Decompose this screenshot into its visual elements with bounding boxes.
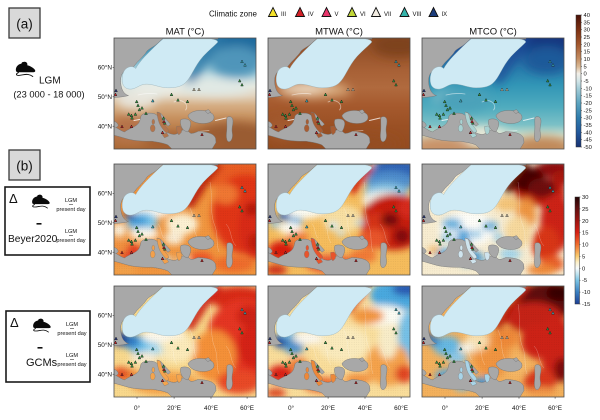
svg-text:MTWA (°C): MTWA (°C) — [315, 27, 363, 38]
svg-text:-25: -25 — [584, 108, 592, 114]
svg-text:0°: 0° — [442, 404, 449, 412]
svg-text:(b): (b) — [16, 159, 33, 174]
svg-text:IX: IX — [442, 12, 448, 18]
svg-text:0: 0 — [584, 72, 587, 78]
svg-text:25: 25 — [582, 207, 588, 213]
svg-text:10: 10 — [582, 243, 588, 249]
svg-text:-15: -15 — [584, 94, 592, 100]
svg-text:30: 30 — [584, 28, 590, 34]
svg-text:-15: -15 — [582, 302, 590, 308]
svg-text:20°E: 20°E — [167, 404, 181, 412]
svg-text:LGM: LGM — [39, 76, 61, 87]
svg-text:MTCO (°C): MTCO (°C) — [469, 27, 517, 38]
svg-text:-30: -30 — [584, 116, 592, 122]
svg-text:60°N: 60°N — [98, 190, 113, 198]
svg-text:Δ: Δ — [9, 191, 18, 206]
svg-text:Beyer2020: Beyer2020 — [8, 234, 58, 245]
svg-text:Δ: Δ — [10, 315, 19, 330]
svg-text:60°E: 60°E — [548, 404, 562, 412]
svg-text:60°N: 60°N — [98, 64, 113, 72]
svg-text:15: 15 — [582, 231, 588, 237]
svg-text:35: 35 — [584, 20, 590, 26]
svg-text:60°N: 60°N — [98, 312, 113, 320]
svg-text:present day: present day — [56, 207, 85, 213]
svg-text:40°E: 40°E — [358, 404, 372, 412]
svg-text:V: V — [335, 12, 339, 18]
svg-text:10: 10 — [584, 57, 590, 63]
svg-text:VIII: VIII — [413, 12, 422, 18]
svg-text:MAT (°C): MAT (°C) — [166, 27, 205, 38]
svg-text:-50: -50 — [584, 145, 592, 151]
svg-text:20: 20 — [584, 42, 590, 48]
svg-text:LGM: LGM — [66, 353, 78, 359]
svg-text:(23 000 - 18 000): (23 000 - 18 000) — [13, 90, 84, 100]
svg-text:0°: 0° — [134, 404, 141, 412]
svg-text:-20: -20 — [584, 101, 592, 107]
svg-text:LGM: LGM — [65, 198, 77, 204]
svg-text:GCMs: GCMs — [26, 357, 58, 369]
svg-text:-45: -45 — [584, 138, 592, 144]
svg-text:20: 20 — [582, 219, 588, 225]
svg-text:60°E: 60°E — [394, 404, 408, 412]
svg-text:VI: VI — [360, 12, 366, 18]
svg-text:Climatic zone: Climatic zone — [209, 10, 258, 19]
svg-text:50°N: 50°N — [98, 93, 113, 101]
svg-text:present day: present day — [57, 331, 86, 337]
svg-text:-40: -40 — [584, 130, 592, 136]
svg-text:VII: VII — [384, 12, 392, 18]
svg-text:LGM: LGM — [66, 322, 78, 328]
svg-text:(a): (a) — [16, 17, 33, 32]
svg-text:0: 0 — [582, 266, 585, 272]
svg-text:40°N: 40°N — [98, 248, 113, 256]
svg-text:5: 5 — [584, 64, 587, 70]
svg-text:40°E: 40°E — [204, 404, 218, 412]
svg-text:15: 15 — [584, 50, 590, 56]
svg-text:60°E: 60°E — [240, 404, 254, 412]
svg-text:40°N: 40°N — [98, 122, 113, 130]
svg-text:present day: present day — [57, 362, 86, 368]
svg-text:IV: IV — [308, 12, 314, 18]
svg-text:LGM: LGM — [65, 229, 77, 235]
svg-text:20°E: 20°E — [321, 404, 335, 412]
svg-text:5: 5 — [582, 254, 585, 260]
svg-text:0°: 0° — [288, 404, 295, 412]
svg-text:III: III — [281, 12, 286, 18]
svg-text:25: 25 — [584, 35, 590, 41]
svg-text:-5: -5 — [584, 79, 589, 85]
svg-text:50°N: 50°N — [98, 341, 113, 349]
svg-text:30: 30 — [582, 195, 588, 201]
svg-text:40°N: 40°N — [98, 370, 113, 378]
svg-text:-5: -5 — [582, 278, 587, 284]
svg-text:-35: -35 — [584, 123, 592, 129]
svg-text:40: 40 — [584, 13, 590, 19]
svg-text:-10: -10 — [584, 86, 592, 92]
svg-text:20°E: 20°E — [475, 404, 489, 412]
svg-text:40°E: 40°E — [512, 404, 526, 412]
svg-text:-10: -10 — [582, 290, 590, 296]
svg-text:50°N: 50°N — [98, 219, 113, 227]
svg-text:present day: present day — [56, 238, 85, 244]
